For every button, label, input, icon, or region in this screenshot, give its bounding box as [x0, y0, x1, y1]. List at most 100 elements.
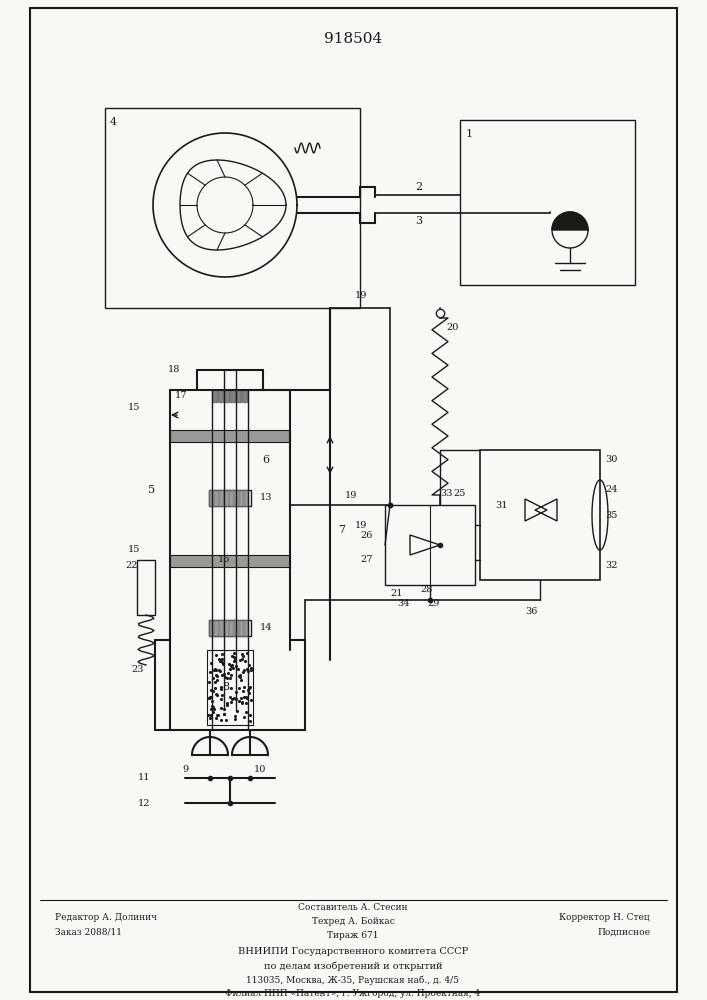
Point [208, 670, 219, 686]
Polygon shape [234, 620, 238, 636]
Text: 11: 11 [138, 774, 151, 782]
Point [224, 689, 235, 705]
Point [207, 704, 218, 720]
Point [215, 679, 226, 695]
Point [236, 646, 247, 662]
Point [211, 672, 222, 688]
Text: 2: 2 [415, 182, 422, 192]
Polygon shape [219, 620, 223, 636]
Point [214, 653, 226, 669]
Point [216, 691, 227, 707]
Text: 9: 9 [182, 766, 188, 774]
Point [216, 651, 228, 667]
Text: 19: 19 [355, 520, 368, 530]
Bar [209, 490, 251, 506]
Point [243, 657, 255, 673]
Text: 13: 13 [260, 493, 272, 502]
Point [230, 651, 241, 667]
Bar [207, 650, 253, 725]
Text: 4: 4 [110, 117, 117, 127]
Text: 30: 30 [605, 456, 617, 464]
Polygon shape [244, 490, 248, 506]
Polygon shape [234, 490, 238, 506]
Text: 35: 35 [605, 510, 617, 520]
Text: 23: 23 [131, 666, 144, 674]
Point [206, 707, 217, 723]
Text: 26: 26 [360, 530, 373, 540]
Point [226, 648, 238, 664]
Point [240, 704, 252, 720]
Text: Филиал ППП «Патент», г. Ужгород, ул. Проектная, 4: Филиал ППП «Патент», г. Ужгород, ул. Про… [226, 990, 481, 998]
Point [229, 645, 240, 661]
Point [237, 648, 248, 664]
Bar [170, 430, 290, 442]
Text: 24: 24 [605, 486, 617, 494]
Point [244, 679, 255, 695]
Point [236, 694, 247, 710]
Point [205, 701, 216, 717]
Text: 21: 21 [390, 588, 402, 597]
Point [218, 666, 230, 682]
Point [235, 667, 246, 683]
Point [236, 695, 247, 711]
Polygon shape [229, 620, 233, 636]
Text: Тираж 671: Тираж 671 [327, 932, 379, 940]
Text: 6: 6 [262, 455, 269, 465]
Polygon shape [236, 390, 241, 402]
Point [235, 669, 246, 685]
Bar [385, 505, 475, 585]
Text: по делам изобретений и открытий: по делам изобретений и открытий [264, 961, 443, 971]
Text: Техред А. Бойкас: Техред А. Бойкас [312, 918, 395, 926]
Text: 33: 33 [440, 488, 452, 497]
Polygon shape [229, 490, 233, 506]
Polygon shape [239, 620, 243, 636]
Text: Подписное: Подписное [597, 928, 650, 936]
Point [204, 690, 215, 706]
Point [206, 682, 217, 698]
Point [233, 680, 245, 696]
Point [218, 706, 230, 722]
Text: 19: 19 [345, 490, 357, 499]
Point [240, 689, 252, 705]
Text: 22: 22 [125, 560, 137, 570]
Text: 1: 1 [466, 129, 473, 139]
Point [211, 647, 222, 663]
Point [209, 674, 221, 690]
Bar [209, 620, 251, 636]
Point [226, 667, 237, 683]
Point [226, 658, 237, 674]
Point [225, 680, 236, 696]
Text: 5: 5 [148, 485, 155, 495]
Point [225, 670, 236, 686]
Point [229, 708, 240, 724]
Point [244, 707, 255, 723]
Point [205, 707, 216, 723]
Point [243, 682, 254, 698]
Point [221, 697, 233, 713]
Point [221, 670, 233, 686]
Point [243, 685, 255, 701]
Bar [460, 120, 635, 285]
Point [235, 652, 246, 668]
Point [203, 707, 214, 723]
Point [226, 657, 238, 673]
Point [229, 711, 240, 727]
Polygon shape [224, 390, 229, 402]
Point [239, 709, 250, 725]
Bar [170, 555, 290, 567]
Point [234, 693, 245, 709]
Point [233, 661, 244, 677]
Text: 32: 32 [605, 560, 617, 570]
Text: 15: 15 [128, 403, 141, 412]
Text: 18: 18 [168, 365, 180, 374]
Point [209, 680, 221, 696]
Point [214, 662, 225, 678]
Point [203, 674, 214, 690]
Point [231, 703, 243, 719]
Text: Редактор А. Долинич: Редактор А. Долинич [55, 914, 157, 922]
Polygon shape [224, 620, 228, 636]
Text: 8: 8 [222, 682, 229, 692]
Point [209, 701, 220, 717]
Point [216, 654, 228, 670]
Polygon shape [242, 390, 247, 402]
